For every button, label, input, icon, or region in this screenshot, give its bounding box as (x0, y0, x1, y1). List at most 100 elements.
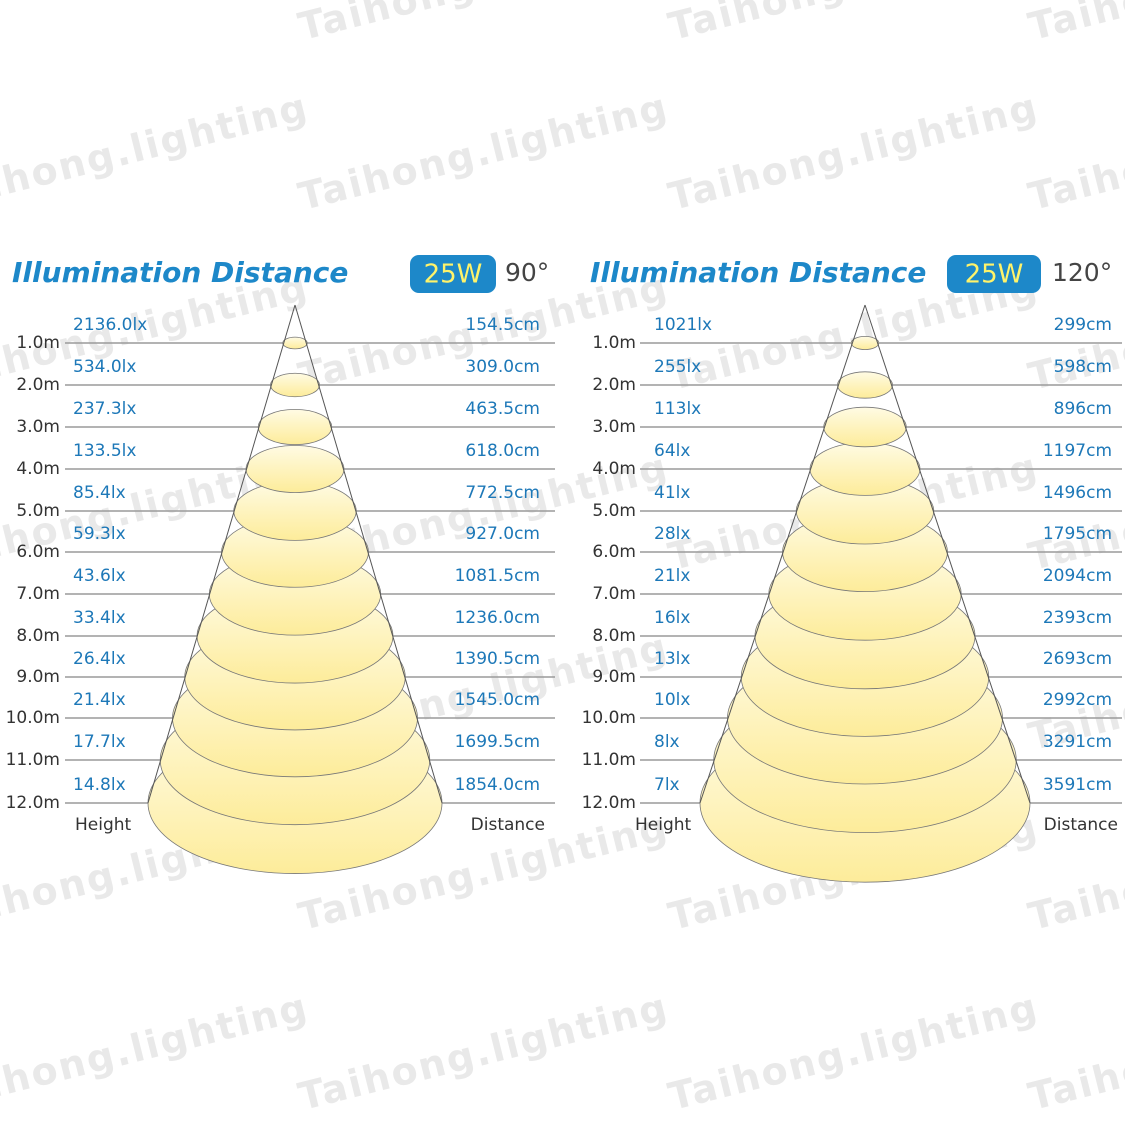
distance: 896cm (1054, 399, 1112, 419)
height: 8.0m (16, 626, 60, 646)
panels: Illumination Distance 25W 90° 1.0m 2136.0lx 1… (6, 255, 1122, 883)
height: 12.0m (6, 793, 60, 813)
height: 12.0m (582, 793, 636, 813)
lux: 26.4lx (73, 649, 126, 669)
watermark: Taihong.lighting (294, 984, 673, 1118)
cone-edge (699, 304, 866, 804)
distance: 2992cm (1043, 690, 1112, 710)
watermark: Taihong.lighting (0, 984, 313, 1118)
height: 10.0m (6, 708, 60, 728)
height: 8.0m (592, 626, 636, 646)
lux: 16lx (654, 608, 690, 628)
cone-edge (147, 304, 296, 804)
lux: 255lx (654, 357, 701, 377)
distance: 2393cm (1043, 608, 1112, 628)
badge (947, 255, 1041, 293)
height: 3.0m (16, 417, 60, 437)
panel: Illumination Distance 25W 120° 1.0m 1021lx 29… (582, 255, 1122, 883)
watermark: Taihong.lighting (664, 0, 1043, 49)
height: 11.0m (582, 750, 636, 770)
height: 6.0m (16, 542, 60, 562)
light-spot (257, 408, 333, 446)
height: 4.0m (592, 459, 636, 479)
distance: 1699.5cm (455, 732, 540, 752)
distance: 772.5cm (465, 483, 540, 503)
height: 9.0m (16, 667, 60, 687)
distance: 3291cm (1043, 732, 1112, 752)
distance: 1545.0cm (455, 690, 540, 710)
power: 25W (965, 260, 1024, 290)
distance: 309.0cm (465, 357, 540, 377)
distance: 1390.5cm (455, 649, 540, 669)
distance-label: Distance (471, 815, 545, 835)
cone-edge (864, 304, 1031, 804)
height: 6.0m (592, 542, 636, 562)
height: 5.0m (592, 501, 636, 521)
distance: 154.5cm (465, 315, 540, 335)
angle: 90° (505, 258, 549, 287)
light-spot (270, 372, 320, 398)
lux: 85.4lx (73, 483, 126, 503)
distance: 1197cm (1043, 441, 1112, 461)
lux: 17.7lx (73, 732, 126, 752)
distance: 1854.0cm (455, 775, 540, 795)
distance: 927.0cm (465, 524, 540, 544)
lux: 534.0lx (73, 357, 136, 377)
lux: 21.4lx (73, 690, 126, 710)
lux: 7lx (654, 775, 680, 795)
height: 7.0m (592, 584, 636, 604)
distance: 2693cm (1043, 649, 1112, 669)
angle: 120° (1052, 258, 1112, 287)
watermark: Taihong.lighting (294, 84, 673, 218)
watermark: Taihong.lighting (294, 0, 673, 49)
lux: 64lx (654, 441, 690, 461)
height: 9.0m (592, 667, 636, 687)
light-spot (282, 336, 308, 350)
watermark: Taihong.lighting (664, 84, 1043, 218)
height: 11.0m (6, 750, 60, 770)
title: Illumination Distance (12, 256, 348, 289)
distance: 1236.0cm (455, 608, 540, 628)
light-spot (245, 445, 345, 493)
power: 25W (424, 260, 483, 290)
lux: 33.4lx (73, 608, 126, 628)
height-label: Height (75, 815, 132, 835)
watermark: Taihong.lighting (1024, 984, 1125, 1118)
light-spot (809, 442, 921, 496)
lux: 43.6lx (73, 566, 126, 586)
lux: 113lx (654, 399, 701, 419)
lux: 1021lx (654, 315, 712, 335)
lux: 133.5lx (73, 441, 136, 461)
height: 4.0m (16, 459, 60, 479)
height-label: Height (635, 815, 692, 835)
distance: 463.5cm (465, 399, 540, 419)
title: Illumination Distance (590, 256, 926, 289)
height: 3.0m (592, 417, 636, 437)
distance: 618.0cm (465, 441, 540, 461)
light-spot (850, 335, 880, 350)
distance: 3591cm (1043, 775, 1112, 795)
distance: 2094cm (1043, 566, 1112, 586)
lux: 21lx (654, 566, 690, 586)
light-spot (823, 406, 907, 448)
height: 2.0m (16, 375, 60, 395)
watermark: Taihong.lighting (664, 984, 1043, 1118)
lux: 13lx (654, 649, 690, 669)
distance: 1081.5cm (455, 566, 540, 586)
cone-edge (294, 304, 443, 804)
height: 7.0m (16, 584, 60, 604)
lux: 237.3lx (73, 399, 136, 419)
distance: 299cm (1054, 315, 1112, 335)
lux: 59.3lx (73, 524, 126, 544)
height: 1.0m (16, 333, 60, 353)
distance: 1496cm (1043, 483, 1112, 503)
light-spot (837, 371, 893, 399)
height: 10.0m (582, 708, 636, 728)
height: 1.0m (592, 333, 636, 353)
panel: Illumination Distance 25W 90° 1.0m 2136.0lx 1… (6, 255, 555, 874)
lux: 28lx (654, 524, 690, 544)
distance: 1795cm (1043, 524, 1112, 544)
watermark: Taihong.lighting (1024, 84, 1125, 218)
